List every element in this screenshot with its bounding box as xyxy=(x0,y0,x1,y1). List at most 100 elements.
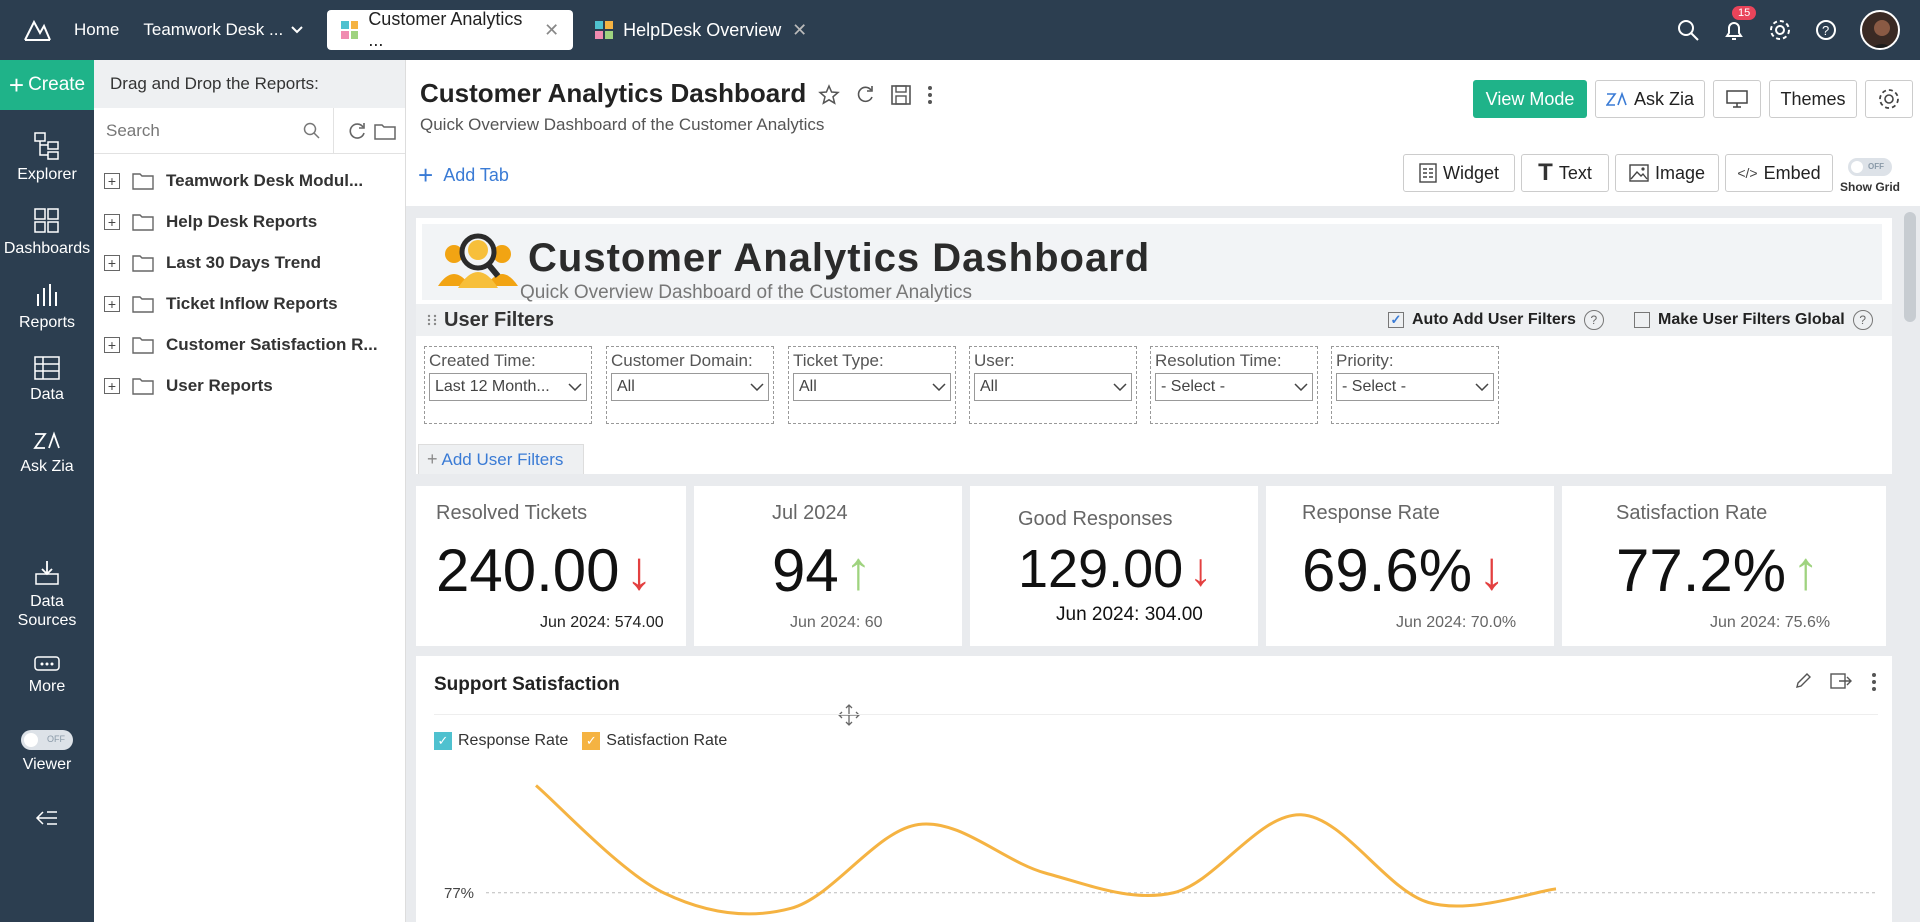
folder-item[interactable]: + Teamwork Desk Modul... xyxy=(94,160,405,201)
rail-reports[interactable]: Reports xyxy=(0,282,94,332)
image-button[interactable]: Image xyxy=(1615,154,1719,192)
kpi-card[interactable]: Good Responses 129.00 ↓ Jun 2024: 304.00 xyxy=(970,486,1258,646)
present-button[interactable] xyxy=(1713,80,1761,118)
scrollbar[interactable] xyxy=(1904,212,1916,322)
expand-icon[interactable]: + xyxy=(104,336,120,353)
expand-icon[interactable]: + xyxy=(104,295,120,312)
banner-title: Customer Analytics Dashboard xyxy=(528,236,1151,280)
filter-user: User: All xyxy=(969,346,1137,424)
create-button[interactable]: + Create xyxy=(0,60,94,110)
folder-item[interactable]: + Last 30 Days Trend xyxy=(94,242,405,283)
expand-icon[interactable]: + xyxy=(104,172,120,189)
view-mode-button[interactable]: View Mode xyxy=(1473,80,1587,118)
search-icon[interactable] xyxy=(1676,18,1700,42)
more-vertical-icon[interactable] xyxy=(1870,672,1878,692)
help-icon[interactable]: ? xyxy=(1583,310,1604,330)
user-select[interactable]: All xyxy=(974,373,1132,401)
chart-title: Support Satisfaction xyxy=(434,674,620,695)
rail-ask-zia[interactable]: Ask Zia xyxy=(0,430,94,476)
new-folder-icon[interactable] xyxy=(374,121,396,141)
chevron-down-icon xyxy=(1475,383,1489,391)
search-input[interactable]: Search xyxy=(94,107,334,154)
export-icon[interactable] xyxy=(1830,672,1852,690)
kpi-card[interactable]: Response Rate 69.6% ↓ Jun 2024: 70.0% xyxy=(1266,486,1554,646)
rail-more[interactable]: More xyxy=(0,656,94,696)
customer-domain-select[interactable]: All xyxy=(611,373,769,401)
make-filters-global-option[interactable]: Make User Filters Global ? xyxy=(1634,310,1873,330)
show-grid-toggle[interactable]: OFF Show Grid xyxy=(1840,158,1900,194)
kpi-card[interactable]: Jul 2024 94 ↑ Jun 2024: 60 xyxy=(694,486,962,646)
resolution-time-select[interactable]: - Select - xyxy=(1155,373,1313,401)
gear-icon[interactable] xyxy=(1768,18,1792,42)
legend-item[interactable]: ✓ Satisfaction Rate xyxy=(582,732,727,750)
rail-viewer[interactable]: OFF Viewer xyxy=(0,730,94,774)
auto-add-checkbox[interactable]: ✓ xyxy=(1388,312,1404,328)
app-logo-icon[interactable] xyxy=(0,0,74,60)
kpi-card[interactable]: Satisfaction Rate 77.2% ↑ Jun 2024: 75.6% xyxy=(1562,486,1886,646)
kpi-title: Response Rate xyxy=(1302,502,1440,524)
check-icon[interactable]: ✓ xyxy=(582,732,601,750)
workspace-dropdown[interactable]: Teamwork Desk ... xyxy=(143,20,303,40)
ticket-type-select[interactable]: All xyxy=(793,373,951,401)
text-button[interactable]: T Text xyxy=(1521,154,1609,192)
folder-item[interactable]: + Ticket Inflow Reports xyxy=(94,283,405,324)
rail-dashboards[interactable]: Dashboards xyxy=(0,208,94,258)
rail-explorer[interactable]: Explorer xyxy=(0,132,94,184)
left-rail: + Create Explorer Dashboards Reports Data… xyxy=(0,60,94,922)
help-icon[interactable]: ? xyxy=(1814,18,1838,42)
page-subtitle: Quick Overview Dashboard of the Customer… xyxy=(420,115,825,134)
banner-subtitle: Quick Overview Dashboard of the Customer… xyxy=(520,282,972,303)
settings-button[interactable] xyxy=(1865,80,1913,118)
move-icon[interactable] xyxy=(838,704,860,726)
auto-add-user-filters-option[interactable]: ✓ Auto Add User Filters ? xyxy=(1388,310,1604,330)
help-icon[interactable]: ? xyxy=(1852,310,1873,330)
drag-handle-icon[interactable] xyxy=(426,313,438,327)
expand-icon[interactable]: + xyxy=(104,213,120,230)
collapse-rail-icon[interactable] xyxy=(0,810,94,826)
rail-data-sources[interactable]: Data Sources xyxy=(0,560,94,630)
dashboard-icon xyxy=(341,21,359,39)
home-link[interactable]: Home xyxy=(74,20,120,39)
close-icon[interactable]: ✕ xyxy=(792,19,808,40)
priority-select[interactable]: - Select - xyxy=(1336,373,1494,401)
chevron-down-icon xyxy=(291,26,303,34)
themes-button[interactable]: Themes xyxy=(1769,80,1857,118)
refresh-icon[interactable] xyxy=(346,121,368,141)
tab-customer-analytics[interactable]: Customer Analytics ... ✕ xyxy=(327,9,574,50)
check-icon[interactable]: ✓ xyxy=(434,732,452,750)
folder-item[interactable]: + Customer Satisfaction R... xyxy=(94,324,405,365)
kpi-card[interactable]: Resolved Tickets 240.00 ↓ Jun 2024: 574.0… xyxy=(416,486,686,646)
monitor-icon xyxy=(1726,90,1748,108)
widget-button[interactable]: Widget xyxy=(1403,154,1515,192)
add-user-filters-button[interactable]: + Add User Filters xyxy=(418,444,584,474)
kpi-value: 69.6% xyxy=(1302,537,1473,604)
make-global-checkbox[interactable] xyxy=(1634,312,1650,328)
user-filters-panel: User Filters ✓ Auto Add User Filters ? M… xyxy=(416,304,1892,474)
add-tab-button[interactable]: + Add Tab xyxy=(418,160,509,190)
legend-item[interactable]: ✓ Response Rate xyxy=(434,732,568,750)
explorer-icon xyxy=(34,132,59,160)
more-vertical-icon[interactable] xyxy=(926,84,934,106)
folder-item[interactable]: + User Reports xyxy=(94,365,405,406)
folder-item[interactable]: + Help Desk Reports xyxy=(94,201,405,242)
save-icon[interactable] xyxy=(890,84,912,106)
close-icon[interactable]: ✕ xyxy=(544,19,560,40)
embed-button[interactable]: </> Embed xyxy=(1725,154,1833,192)
expand-icon[interactable]: + xyxy=(104,377,120,394)
tab-helpdesk-overview[interactable]: HelpDesk Overview ✕ xyxy=(581,10,821,50)
ask-zia-button[interactable]: Ask Zia xyxy=(1595,80,1705,118)
star-icon[interactable] xyxy=(818,84,840,106)
refresh-icon[interactable] xyxy=(854,84,876,106)
series-line-satisfaction-rate[interactable] xyxy=(535,784,1557,916)
notification-badge: 15 xyxy=(1732,6,1757,20)
support-satisfaction-chart[interactable]: Support Satisfaction ✓ Response Rate ✓ Sat… xyxy=(416,656,1892,922)
expand-icon[interactable]: + xyxy=(104,254,120,271)
avatar[interactable] xyxy=(1860,10,1900,50)
bell-icon[interactable]: 15 xyxy=(1722,6,1757,42)
rail-data[interactable]: Data xyxy=(0,356,94,404)
viewer-toggle[interactable]: OFF xyxy=(21,730,73,750)
filter-ticket-type: Ticket Type: All xyxy=(788,346,956,424)
created-time-select[interactable]: Last 12 Month... xyxy=(429,373,587,401)
grid-toggle-switch[interactable]: OFF xyxy=(1848,158,1892,176)
edit-icon[interactable] xyxy=(1794,672,1812,690)
